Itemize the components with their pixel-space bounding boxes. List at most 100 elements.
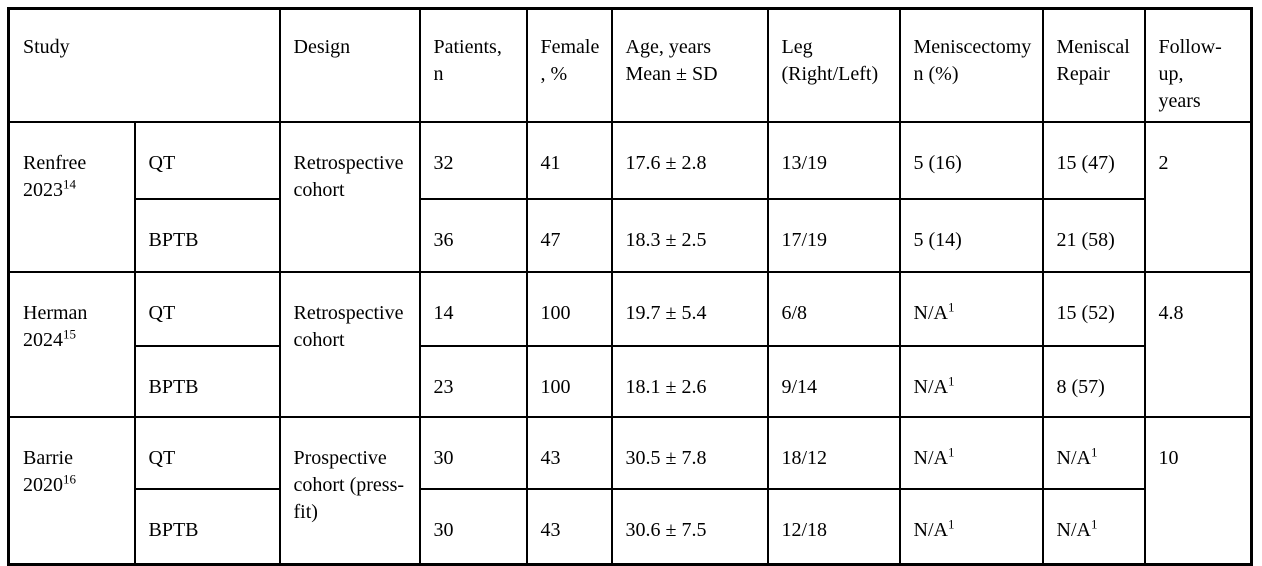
header-line: Leg	[781, 36, 813, 58]
patients-cell: 23	[418, 345, 528, 418]
design-cell: Prospective cohort (press-fit)	[278, 416, 421, 565]
leg-cell: 13/19	[766, 121, 901, 200]
header-line: Study	[23, 36, 70, 58]
age-cell: 18.1 ± 2.6	[610, 345, 769, 418]
citation-superscript: 15	[63, 326, 76, 342]
citation-superscript: 14	[63, 176, 76, 192]
female-cell: 100	[525, 345, 613, 418]
study-name-cell: Herman 202415	[7, 271, 136, 418]
footnote-superscript: 1	[947, 444, 955, 460]
footnote-superscript: 1	[947, 373, 955, 389]
header-line: n	[433, 63, 444, 85]
female-cell: 100	[525, 271, 613, 347]
header-line: Patients,	[433, 36, 502, 58]
header-line: n (%)	[913, 63, 959, 85]
study-author: Barrie	[23, 447, 73, 469]
age-cell: 30.6 ± 7.5	[610, 488, 769, 565]
study-year: 202314	[23, 176, 76, 201]
header-patients: Patients, n	[418, 7, 528, 123]
age-cell: 18.3 ± 2.5	[610, 198, 769, 273]
female-cell: 43	[525, 416, 613, 490]
age-cell: 30.5 ± 7.8	[610, 416, 769, 490]
meniscal-repair-cell: 15 (52)	[1041, 271, 1146, 347]
graft-type-cell: QT	[133, 121, 281, 200]
meniscal-repair-cell: N/A1	[1041, 488, 1146, 565]
graft-type-cell: QT	[133, 416, 281, 490]
header-line: , %	[540, 63, 568, 85]
age-cell: 19.7 ± 5.4	[610, 271, 769, 347]
patients-cell: 36	[418, 198, 528, 273]
study-name-cell: Barrie 202016	[7, 416, 136, 565]
followup-cell: 4.8	[1143, 271, 1253, 418]
header-followup: Follow-up, years	[1143, 7, 1253, 123]
patients-cell: 32	[418, 121, 528, 200]
patients-cell: 30	[418, 416, 528, 490]
design-cell: Retrospective cohort	[278, 121, 421, 273]
design-cell: Retrospective cohort	[278, 271, 421, 418]
leg-cell: 17/19	[766, 198, 901, 273]
meniscal-repair-cell: 21 (58)	[1041, 198, 1146, 273]
meniscectomy-cell: N/A1	[898, 416, 1044, 490]
age-cell: 17.6 ± 2.8	[610, 121, 769, 200]
meniscal-repair-cell: 8 (57)	[1041, 345, 1146, 418]
header-line: Repair	[1056, 63, 1110, 85]
table-row: BPTB 30 43 30.6 ± 7.5 12/18 N/A1 N/A1	[9, 488, 1252, 565]
header-row: Study Design Patients, n Female , % Age, y…	[7, 7, 1253, 123]
meniscal-repair-cell: N/A1	[1041, 416, 1146, 490]
header-female: Female , %	[525, 7, 613, 123]
header-line: Meniscal	[1056, 36, 1130, 58]
header-line: Meniscectomy	[913, 36, 1032, 58]
header-line: Age, years	[625, 36, 712, 58]
meniscal-repair-cell: 15 (47)	[1041, 121, 1146, 200]
female-cell: 47	[525, 198, 613, 273]
footnote-superscript: 1	[947, 516, 955, 532]
header-line: (Right/Left)	[781, 63, 879, 85]
table-row: BPTB 36 47 18.3 ± 2.5 17/19 5 (14) 21 (5…	[9, 198, 1252, 273]
meniscectomy-cell: 5 (14)	[898, 198, 1044, 273]
table-row: BPTB 23 100 18.1 ± 2.6 9/14 N/A1 8 (57)	[9, 345, 1252, 418]
footnote-superscript: 1	[947, 299, 955, 315]
patients-cell: 30	[418, 488, 528, 565]
female-cell: 43	[525, 488, 613, 565]
study-author: Herman	[23, 302, 88, 324]
followup-cell: 10	[1143, 416, 1253, 565]
table-row: Herman 202415 QT Retrospective cohort 14 …	[7, 271, 1253, 418]
footnote-superscript: 1	[1090, 516, 1098, 532]
study-year: 202415	[23, 326, 76, 351]
study-name-cell: Renfree 202314	[7, 121, 136, 273]
meniscectomy-cell: N/A1	[898, 271, 1044, 347]
meniscectomy-cell: N/A1	[898, 345, 1044, 418]
header-meniscectomy: Meniscectomy n (%)	[898, 7, 1044, 123]
header-study: Study	[7, 7, 281, 123]
page: Study Design Patients, n Female , % Age, y…	[7, 7, 1253, 566]
patients-cell: 14	[418, 271, 528, 347]
header-line: Follow-up,	[1158, 36, 1222, 85]
table-row: Barrie 202016 QT Prospective cohort (pres…	[7, 416, 1253, 565]
header-line: Female	[540, 36, 600, 58]
table-row: Renfree 202314 QT Retrospective cohort 32…	[7, 121, 1253, 273]
header-age: Age, years Mean ± SD	[610, 7, 769, 123]
study-author: Renfree	[23, 152, 87, 174]
header-meniscal-repair: Meniscal Repair	[1041, 7, 1146, 123]
leg-cell: 18/12	[766, 416, 901, 490]
graft-type-cell: BPTB	[133, 345, 281, 418]
footnote-superscript: 1	[1090, 444, 1098, 460]
leg-cell: 12/18	[766, 488, 901, 565]
leg-cell: 6/8	[766, 271, 901, 347]
header-line: Design	[293, 36, 351, 58]
studies-table: Study Design Patients, n Female , % Age, y…	[7, 7, 1253, 566]
followup-cell: 2	[1143, 121, 1253, 273]
header-line: years	[1158, 90, 1201, 112]
meniscectomy-cell: 5 (16)	[898, 121, 1044, 200]
female-cell: 41	[525, 121, 613, 200]
citation-superscript: 16	[63, 471, 76, 487]
header-leg: Leg (Right/Left)	[766, 7, 901, 123]
header-design: Design	[278, 7, 421, 123]
meniscectomy-cell: N/A1	[898, 488, 1044, 565]
graft-type-cell: QT	[133, 271, 281, 347]
graft-type-cell: BPTB	[133, 198, 281, 273]
study-year: 202016	[23, 471, 76, 496]
graft-type-cell: BPTB	[133, 488, 281, 565]
header-line: Mean ± SD	[625, 63, 718, 85]
leg-cell: 9/14	[766, 345, 901, 418]
